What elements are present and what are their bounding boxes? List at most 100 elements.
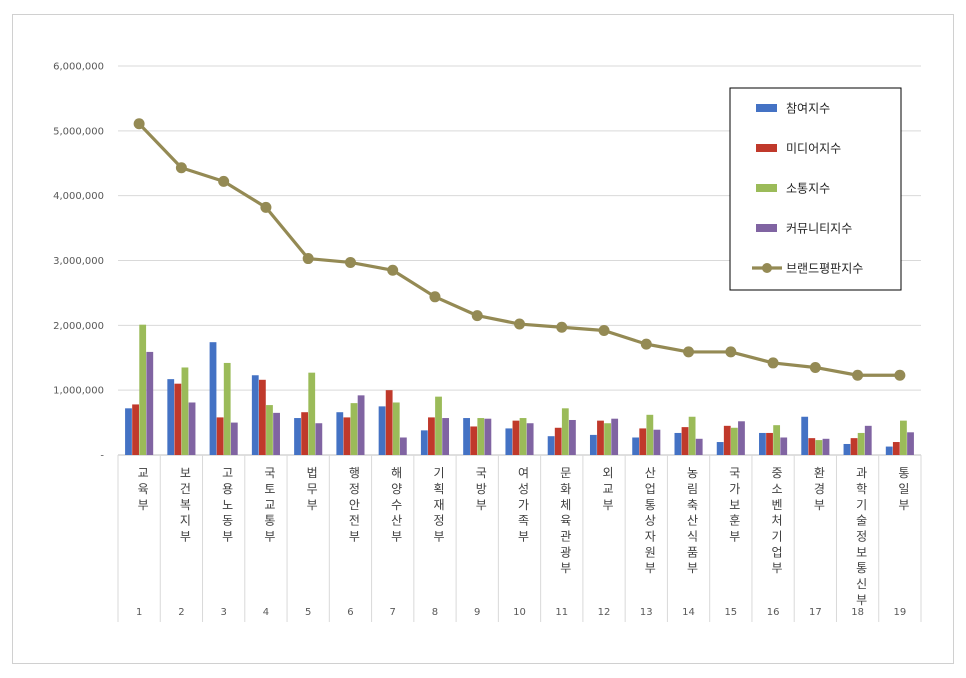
bar-3 [773,425,781,455]
bar-1 [759,432,766,455]
bar-4 [230,422,238,455]
bar-1 [209,342,217,455]
legend-label: 소통지수 [786,182,830,196]
y-tick-label: 4,000,000 [53,191,104,202]
bar-series [125,324,914,455]
category-index-label: 6 [347,607,353,618]
bar-4 [188,402,196,455]
bar-4 [653,429,661,455]
y-tick-label: - [100,451,104,462]
bar-2 [808,438,816,455]
bar-4 [738,421,745,455]
bar-2 [597,420,604,455]
line-point [852,369,864,381]
bar-3 [519,418,527,455]
line-point [471,310,483,322]
y-tick-label: 3,000,000 [53,256,104,267]
bar-2 [681,427,689,455]
line-point [133,118,145,130]
bar-4 [611,418,619,455]
line-point [640,338,652,350]
bar-2 [174,383,182,455]
bar-2 [639,428,647,455]
y-tick-label: 6,000,000 [53,62,104,73]
bar-1 [125,408,132,455]
line-series [133,118,906,381]
bar-2 [554,427,562,455]
line-point [725,346,737,358]
legend-swatch [756,144,777,152]
bar-1 [463,418,470,455]
legend-swatch [756,184,777,192]
bar-2 [258,379,266,455]
legend-swatch-point [762,263,772,273]
bar-4 [907,432,914,455]
legend-label: 브랜드평판지수 [786,262,863,276]
bar-1 [167,379,175,455]
bar-2 [132,404,139,455]
bar-3 [435,396,442,455]
bar-4 [484,418,492,455]
bar-4 [442,418,450,455]
bar-4 [526,423,534,455]
category-index-label: 17 [809,607,822,618]
bar-4 [315,423,323,455]
bar-2 [301,412,309,455]
grid-lines [118,65,921,391]
line-point [344,256,356,268]
bar-4 [822,438,830,455]
bar-1 [885,446,893,455]
bar-2 [428,417,435,455]
legend-swatch [756,104,777,112]
bar-3 [646,414,654,455]
bar-4 [695,438,703,455]
bar-2 [850,438,858,455]
bar-3 [181,367,189,455]
line-point [598,325,610,337]
bar-4 [864,425,872,455]
bar-1 [801,416,809,455]
line-point [302,253,314,265]
bar-3 [900,420,907,455]
bar-3 [266,405,273,455]
bar-1 [420,430,428,455]
category-index-label: 14 [682,607,695,618]
bar-3 [561,408,569,455]
category-index-label: 9 [474,607,480,618]
bar-3 [730,427,738,455]
bar-4 [569,419,576,455]
bar-3 [477,418,485,455]
legend-label: 커뮤니티지수 [786,222,852,236]
line-point [683,346,695,358]
line-point [767,357,779,369]
y-tick-label: 1,000,000 [53,386,104,397]
chart-frame: - 1,000,000 2,000,000 3,000,000 4,000,000 5,0… [12,14,954,664]
bar-3 [392,402,400,455]
bar-4 [357,395,365,455]
bar-2 [723,425,731,455]
bar-4 [780,437,788,455]
bar-2 [216,417,224,455]
line-point [514,318,525,330]
brand-reputation-chart: - 1,000,000 2,000,000 3,000,000 4,000,000 5,0… [53,62,922,622]
line-point [429,291,441,303]
bar-3 [223,362,231,455]
line-point [175,162,187,174]
bar-1 [505,428,513,455]
bar-3 [139,324,147,455]
category-index-label: 13 [640,607,653,618]
bar-2 [470,426,478,455]
